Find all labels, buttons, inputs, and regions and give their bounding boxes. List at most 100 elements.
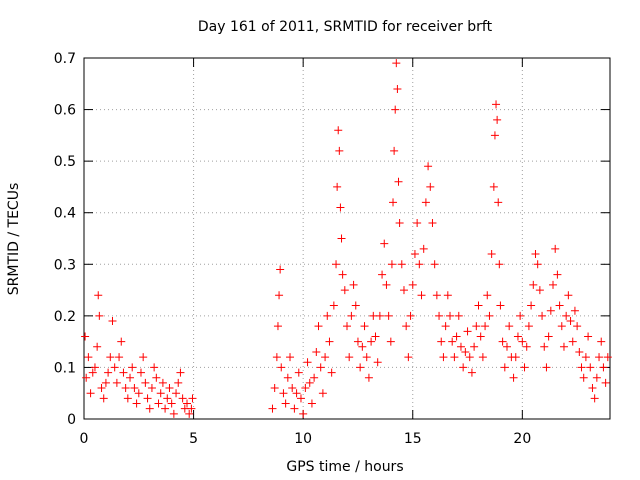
data-point [185, 409, 194, 418]
data-point [301, 384, 310, 393]
data-point [276, 265, 285, 274]
y-tick-label: 0 [67, 412, 76, 428]
data-point [178, 394, 187, 403]
data-point [430, 260, 439, 269]
data-point [586, 363, 595, 372]
data-point [93, 342, 102, 351]
data-point [435, 311, 444, 320]
data-point [520, 363, 529, 372]
data-point [513, 332, 522, 341]
data-point [299, 409, 308, 418]
data-point [329, 301, 338, 310]
data-point [99, 394, 108, 403]
data-point [559, 342, 568, 351]
data-point [117, 337, 126, 346]
x-tick-label: 10 [294, 431, 312, 447]
data-point [314, 322, 323, 331]
data-point [432, 291, 441, 300]
data-point [389, 198, 398, 207]
data-point [101, 378, 110, 387]
data-point [281, 399, 290, 408]
data-point [115, 353, 124, 362]
data-point [566, 317, 575, 326]
data-point [392, 59, 401, 68]
x-tick-label: 20 [513, 431, 531, 447]
data-point [312, 347, 321, 356]
data-point [443, 291, 452, 300]
y-tick-label: 0.7 [54, 51, 76, 67]
data-point [110, 363, 119, 372]
y-tick-label: 0.5 [54, 154, 76, 170]
data-point [496, 301, 505, 310]
data-point [603, 353, 612, 362]
data-point [511, 353, 520, 362]
data-point [373, 358, 382, 367]
data-point [390, 146, 399, 155]
data-point [112, 378, 121, 387]
data-point [450, 353, 459, 362]
data-point [134, 389, 143, 398]
data-point [588, 384, 597, 393]
data-point [169, 409, 178, 418]
data-point [335, 146, 344, 155]
data-point [147, 384, 156, 393]
data-point [397, 260, 406, 269]
data-point [139, 353, 148, 362]
data-point [81, 332, 90, 341]
y-tick-label: 0.3 [54, 257, 76, 273]
data-point [492, 100, 501, 109]
data-point [551, 244, 560, 253]
data-point [446, 311, 455, 320]
data-point [579, 373, 588, 382]
data-point [318, 389, 327, 398]
data-point [538, 311, 547, 320]
data-point [123, 394, 132, 403]
data-point [356, 363, 365, 372]
data-point [152, 373, 161, 382]
data-point [481, 322, 490, 331]
data-point [145, 404, 154, 413]
data-point [463, 327, 472, 336]
data-point [494, 198, 503, 207]
data-point [448, 337, 457, 346]
data-point [108, 317, 117, 326]
data-point [143, 394, 152, 403]
data-point [95, 311, 104, 320]
data-point [533, 260, 542, 269]
data-point [483, 291, 492, 300]
data-point [343, 322, 351, 331]
data-point [176, 368, 185, 377]
data-point [128, 363, 137, 372]
data-point [461, 347, 470, 356]
data-point [454, 311, 463, 320]
data-point [522, 342, 531, 351]
data-point [404, 353, 413, 362]
data-point [592, 373, 601, 382]
y-tick-label: 0.4 [54, 206, 76, 222]
data-point [391, 105, 400, 114]
data-point [387, 260, 396, 269]
data-point [573, 322, 582, 331]
data-point [97, 384, 106, 393]
data-point [505, 322, 514, 331]
data-point [126, 373, 135, 382]
data-point [163, 394, 172, 403]
data-point [82, 373, 91, 382]
data-point [524, 322, 533, 331]
data-point [349, 280, 358, 289]
data-point [470, 342, 479, 351]
data-point [540, 342, 549, 351]
data-point [410, 249, 419, 258]
data-point [327, 368, 336, 377]
data-point [478, 353, 487, 362]
data-point [584, 332, 593, 341]
data-point [581, 353, 590, 362]
data-point [88, 368, 97, 377]
data-point [465, 353, 474, 362]
data-point [325, 337, 334, 346]
data-point [474, 301, 483, 310]
data-point [378, 270, 387, 279]
data-point [333, 182, 342, 191]
data-point [487, 249, 496, 258]
